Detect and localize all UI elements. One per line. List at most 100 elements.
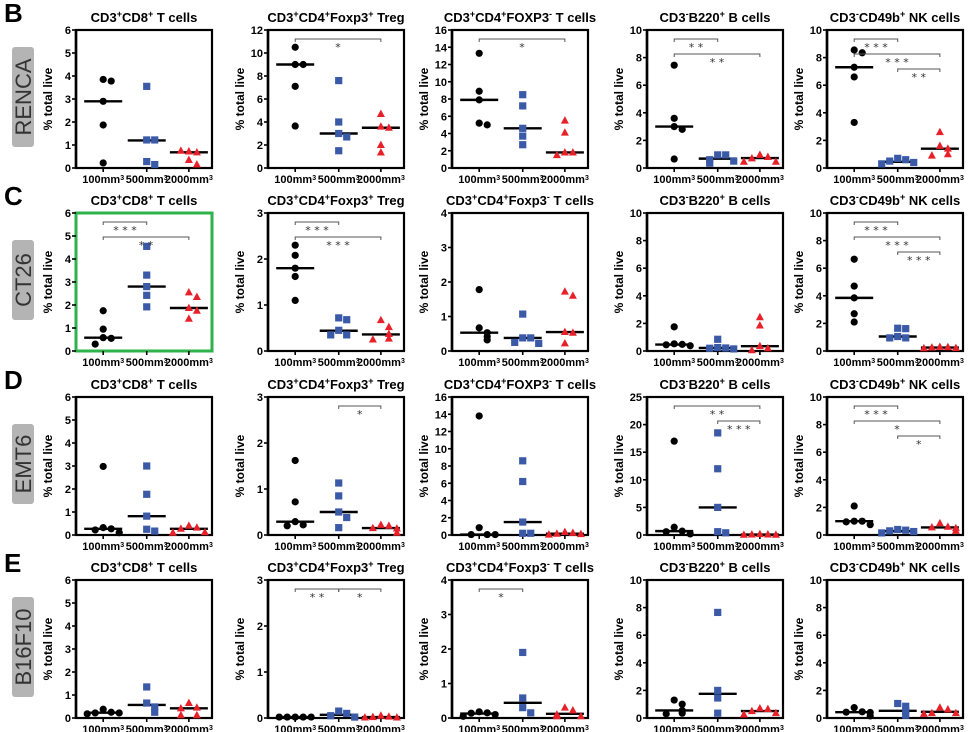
y-tick-label: 4 xyxy=(636,291,643,303)
data-point-triangle xyxy=(560,287,569,295)
x-tick-label: 100mm3 xyxy=(833,724,875,732)
data-point-circle xyxy=(483,709,491,717)
data-point-triangle xyxy=(192,160,201,168)
x-tick-label: 2000mm3 xyxy=(916,724,964,732)
data-point-square xyxy=(335,492,343,500)
significance-label: * * * xyxy=(885,239,909,252)
y-tick-label: 0 xyxy=(441,163,447,175)
y-tick-label: 3 xyxy=(441,610,447,622)
panel: CD3+CD8+ T cells % total live 0 1 2 3 4 5 6 100mm… xyxy=(41,9,214,186)
y-axis-label: % total live xyxy=(233,617,247,680)
panel-title: CD3+CD4+Foxp3+ Treg xyxy=(267,9,404,25)
panel-title: CD3+CD8+ T cells xyxy=(91,559,198,575)
y-axis-label: % total live xyxy=(41,250,55,313)
panel: CD3+CD8+ T cells % total live 0 1 2 3 4 5 6 100mm… xyxy=(41,376,214,553)
y-axis-label: % total live xyxy=(233,434,247,497)
data-point-square xyxy=(143,283,151,291)
x-tick-label: 100mm3 xyxy=(82,541,124,553)
data-point-triangle xyxy=(560,703,569,711)
data-point-circle xyxy=(850,282,858,290)
data-point-triangle xyxy=(360,713,369,721)
data-point-circle xyxy=(99,705,107,713)
significance-label: * * xyxy=(139,239,154,252)
panel: CD3+CD4+Foxp3+ Treg % total live 0 2 4 6 8 10 12… xyxy=(233,9,406,186)
row-ct26: C CT26 CD3+CD8+ T cells % total live 0 1 2 3 4 5 6… xyxy=(4,181,965,369)
y-tick-label: 0 xyxy=(65,163,71,175)
data-point-triangle xyxy=(919,709,928,717)
y-tick-label: 14 xyxy=(435,42,448,54)
y-tick-label: 0 xyxy=(636,530,642,542)
y-tick-label: 12 xyxy=(435,427,447,439)
panel: CD3+CD4+Foxp3+ Treg % total live 0 1 2 3 100mm… xyxy=(233,376,406,553)
data-point-circle xyxy=(670,61,678,69)
data-point-triangle xyxy=(392,524,401,532)
data-point-triangle xyxy=(184,303,193,311)
significance-bracket xyxy=(338,405,382,409)
row-letter: D xyxy=(4,365,23,395)
plot-frame xyxy=(74,578,214,720)
data-point-circle xyxy=(850,704,858,712)
data-point-triangle xyxy=(935,141,944,149)
x-tick-label: 100mm3 xyxy=(82,174,124,186)
y-axis-label: % total live xyxy=(792,250,806,313)
x-tick-label: 2000mm3 xyxy=(541,357,589,369)
data-point-triangle xyxy=(560,116,569,124)
plot-frame xyxy=(645,28,785,170)
data-point-square xyxy=(706,344,714,352)
y-tick-label: 0 xyxy=(65,713,71,725)
y-tick-label: 16 xyxy=(435,392,447,404)
data-point-triangle xyxy=(552,529,561,537)
y-tick-label: 0 xyxy=(65,530,71,542)
data-point-circle xyxy=(858,49,866,57)
data-point-circle xyxy=(491,710,499,719)
data-point-triangle xyxy=(376,109,385,117)
x-tick-label: 2000mm3 xyxy=(541,174,589,186)
data-point-triangle xyxy=(368,523,377,532)
data-point-square xyxy=(151,703,159,711)
y-tick-label: 6 xyxy=(441,111,447,123)
y-tick-label: 0 xyxy=(257,163,263,175)
x-tick-label: 500mm3 xyxy=(318,174,360,186)
x-tick-label: 500mm3 xyxy=(877,724,919,732)
data-point-circle xyxy=(858,708,866,716)
y-tick-label: 5 xyxy=(636,502,642,514)
y-tick-label: 1 xyxy=(441,312,447,324)
model-badge: CT26 xyxy=(11,240,36,320)
data-point-circle xyxy=(678,125,686,133)
data-point-square xyxy=(714,335,722,343)
panel-title: CD3+CD4+Foxp3- T cells xyxy=(446,192,594,208)
data-point-triangle xyxy=(192,703,201,711)
significance-bracket xyxy=(294,221,340,225)
model-badge-bg xyxy=(12,240,34,320)
x-tick-label: 500mm3 xyxy=(318,724,360,732)
data-point-circle xyxy=(670,437,678,445)
y-tick-label: 4 xyxy=(441,575,448,587)
data-point-circle xyxy=(291,122,299,130)
y-tick-label: 10 xyxy=(630,575,642,587)
significance-bracket xyxy=(102,236,190,240)
data-point-square xyxy=(894,154,902,162)
data-point-circle xyxy=(678,709,686,717)
data-point-square xyxy=(143,525,151,533)
data-point-square xyxy=(894,699,902,708)
data-point-square xyxy=(143,82,151,90)
data-point-circle xyxy=(866,521,874,529)
significance-bracket xyxy=(338,588,382,592)
data-point-square xyxy=(714,528,722,536)
row-letter: B xyxy=(4,0,23,28)
data-point-square xyxy=(714,608,722,617)
data-point-triangle xyxy=(747,153,756,162)
panel: CD3-CD49b+ NK cells % total live 0 2 4 6 8 10 10… xyxy=(792,192,965,369)
data-point-square xyxy=(519,518,527,526)
data-point-square xyxy=(902,707,910,715)
data-point-circle xyxy=(299,60,307,69)
data-point-square xyxy=(722,151,730,159)
y-tick-label: 3 xyxy=(65,277,71,289)
data-point-triangle xyxy=(935,342,944,350)
data-point-triangle xyxy=(176,524,185,532)
y-axis-label: % total live xyxy=(41,617,55,680)
y-tick-label: 4 xyxy=(441,496,448,508)
data-point-triangle xyxy=(747,706,756,715)
x-tick-label: 100mm3 xyxy=(82,357,124,369)
